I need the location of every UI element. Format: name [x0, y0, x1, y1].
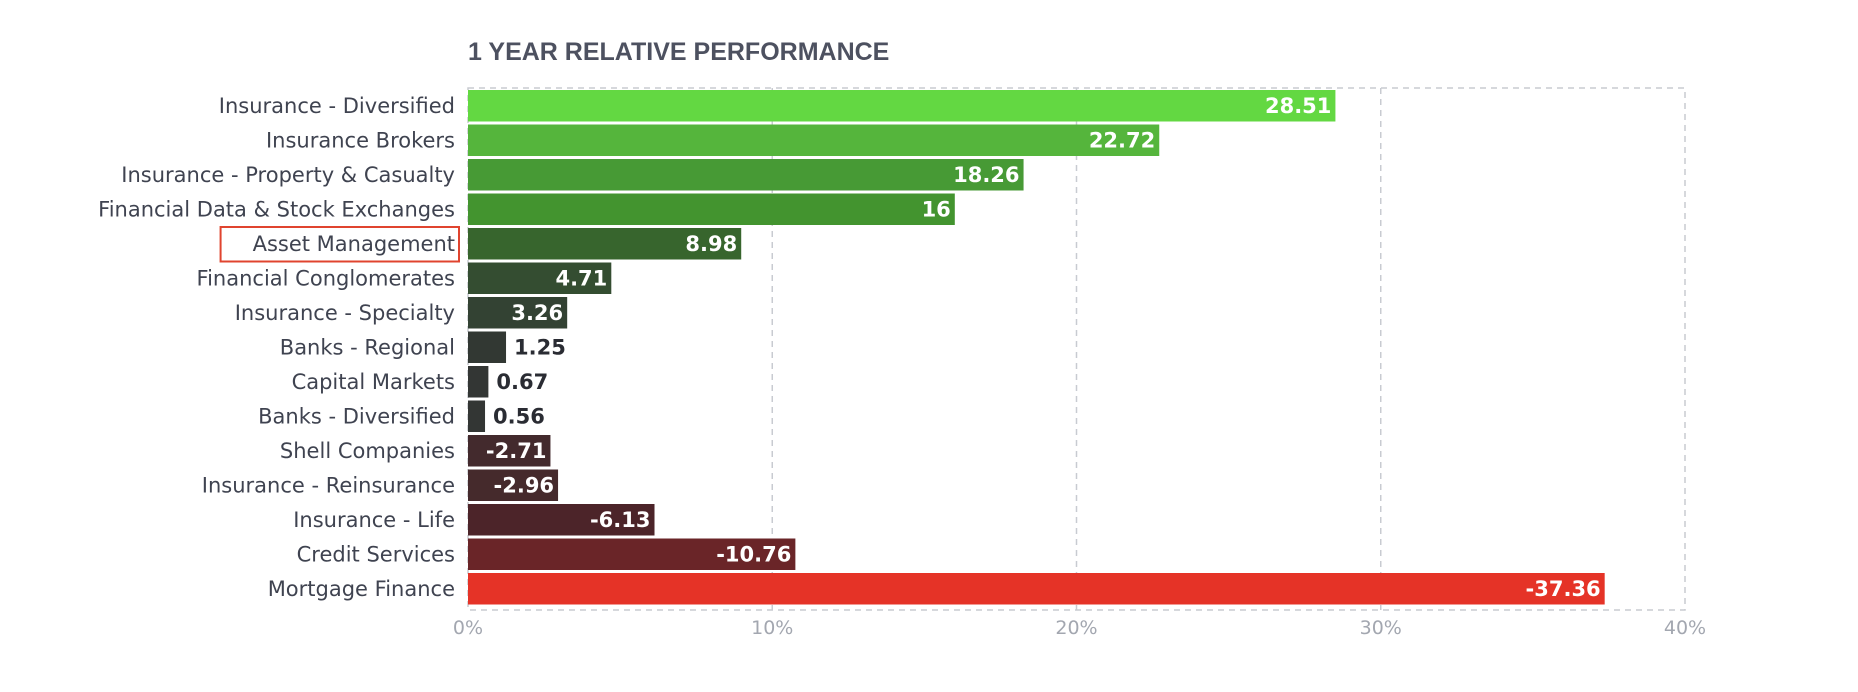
highlight-box	[219, 226, 460, 263]
bar	[468, 228, 742, 260]
data-label: -37.36	[1526, 577, 1601, 601]
data-label: 16	[922, 197, 951, 221]
bar	[468, 573, 1605, 605]
data-label: 28.51	[1265, 94, 1331, 118]
category-label[interactable]: Insurance - Diversified	[219, 94, 455, 118]
data-label: 3.26	[511, 301, 563, 325]
bar	[468, 297, 568, 329]
data-label: -10.76	[716, 542, 791, 566]
data-label: 1.25	[514, 335, 566, 359]
category-labels: Insurance - Diversified Insurance Brokers…	[98, 94, 460, 601]
bar	[468, 435, 551, 467]
x-tick-label: 30%	[1360, 617, 1402, 639]
data-label: 22.72	[1089, 128, 1155, 152]
bar	[468, 262, 612, 294]
data-label: 18.26	[953, 163, 1019, 187]
bar	[468, 124, 1160, 156]
bar	[468, 159, 1024, 191]
category-label[interactable]: Shell Companies	[280, 439, 455, 463]
bar	[468, 538, 796, 570]
category-label[interactable]: Banks - Diversified	[258, 404, 455, 428]
category-label[interactable]: Insurance - Reinsurance	[202, 473, 455, 497]
bar	[468, 90, 1336, 122]
bar	[468, 400, 486, 432]
chart-title: 1 YEAR RELATIVE PERFORMANCE	[468, 38, 889, 66]
bar	[468, 366, 489, 398]
bar	[468, 504, 655, 536]
bar	[468, 193, 955, 225]
data-label: -6.13	[590, 508, 651, 532]
category-label[interactable]: Insurance - Property & Casualty	[121, 163, 455, 187]
x-tick-label: 0%	[453, 617, 483, 639]
category-label[interactable]: Capital Markets	[292, 370, 455, 394]
bar	[468, 331, 507, 363]
category-label[interactable]: Insurance Brokers	[266, 128, 455, 152]
x-axis-ticks: 0% 10% 20% 30% 40%	[453, 617, 1706, 639]
data-label: 4.71	[555, 266, 607, 290]
category-label[interactable]: Financial Conglomerates	[197, 266, 455, 290]
category-label[interactable]: Financial Data & Stock Exchanges	[98, 197, 455, 221]
category-label[interactable]: Insurance - Specialty	[235, 301, 455, 325]
data-label: -2.71	[486, 439, 547, 463]
data-label: 0.67	[496, 370, 548, 394]
category-label[interactable]: Insurance - Life	[293, 508, 455, 532]
category-label[interactable]: Banks - Regional	[280, 335, 455, 359]
data-label: 8.98	[685, 232, 737, 256]
x-tick-label: 20%	[1055, 617, 1097, 639]
category-label[interactable]: Mortgage Finance	[268, 577, 455, 601]
x-tick-label: 10%	[751, 617, 793, 639]
category-label[interactable]: Credit Services	[297, 542, 455, 566]
data-label: -2.96	[494, 473, 555, 497]
data-label: 0.56	[493, 404, 545, 428]
bar	[468, 469, 559, 501]
x-tick-label: 40%	[1664, 617, 1706, 639]
category-label[interactable]: Asset Management	[253, 232, 455, 256]
